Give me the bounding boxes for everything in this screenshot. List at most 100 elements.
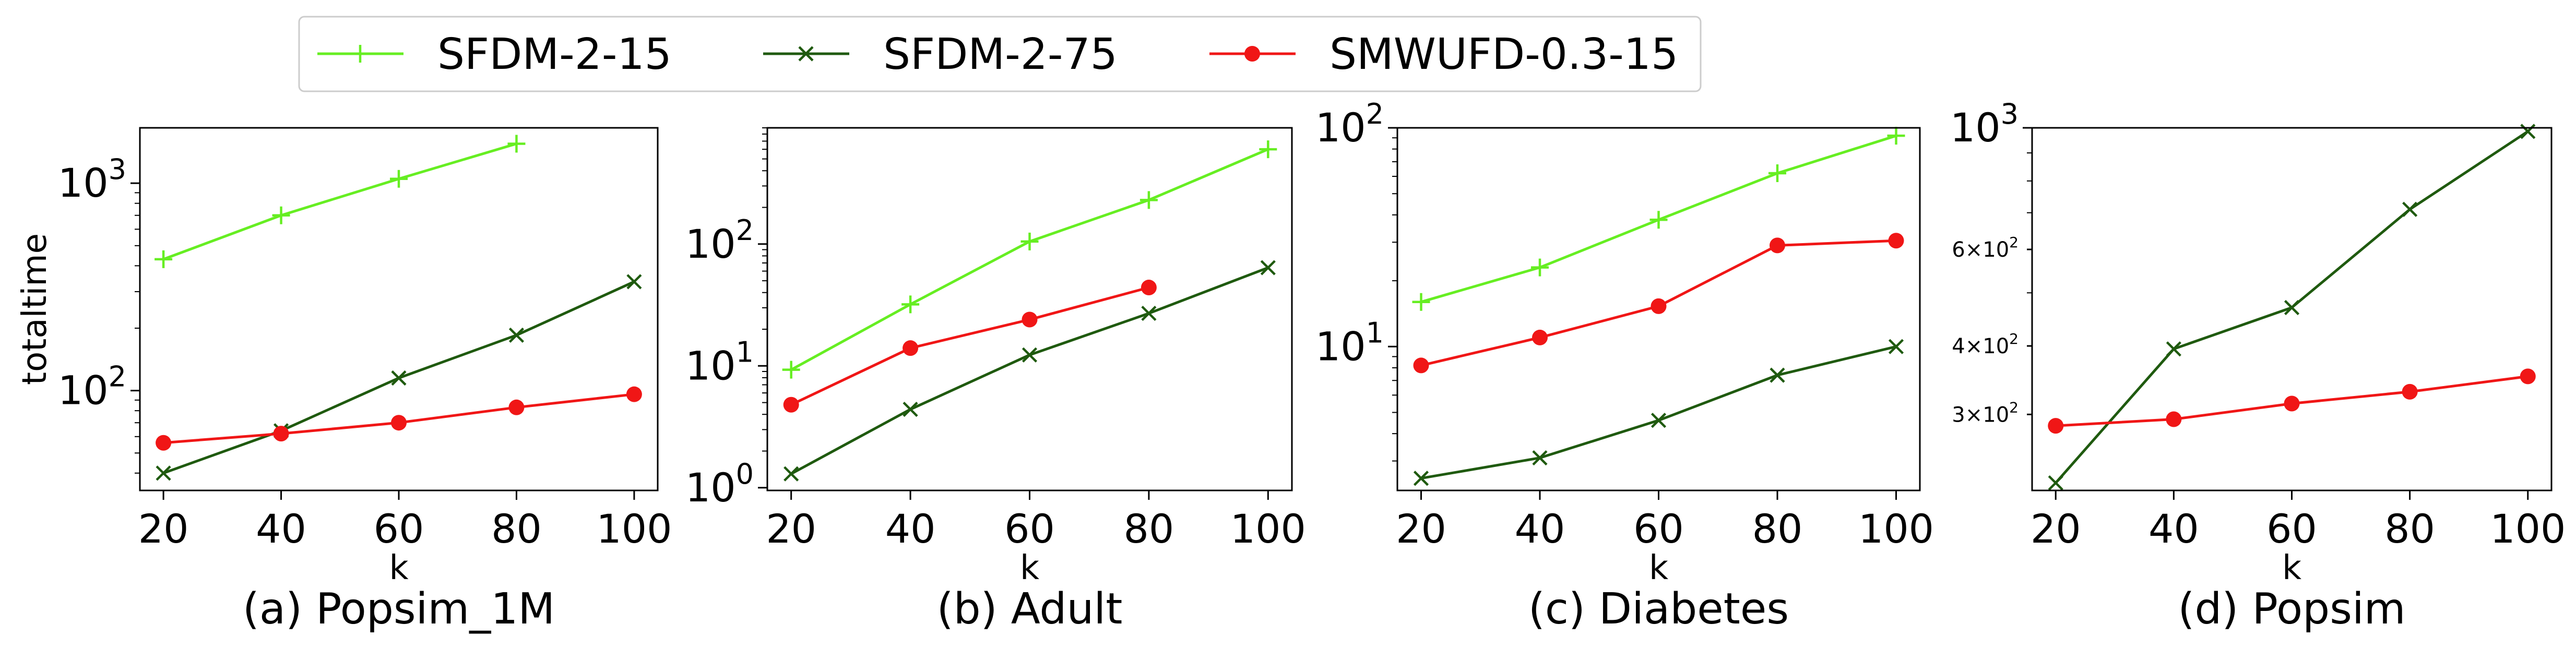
data-point: [2048, 418, 2064, 434]
data-point: [391, 370, 407, 386]
data-point: [2166, 341, 2181, 357]
legend-entry: SMWUFD-0.3-15: [1209, 30, 1678, 79]
data-point: [1022, 347, 1038, 363]
series-line: [790, 148, 1269, 371]
x-tick-label: 20: [1396, 506, 1446, 552]
panels: 102 103 20 40 60 80 100 k totaltime (a) Popsim_1M…: [16, 98, 2566, 634]
plot-frame: [2031, 127, 2553, 491]
data-point: [508, 327, 525, 343]
x-tick-label: 80: [1752, 506, 1803, 552]
plot-frame: [1396, 127, 1921, 491]
y-axis-label: totaltime: [16, 233, 54, 385]
data-point: [156, 435, 172, 451]
data-point: [1022, 311, 1038, 328]
x-tick-label: 20: [2031, 506, 2081, 552]
data-point: [1412, 293, 1430, 311]
data-point: [2402, 383, 2418, 400]
x-tick-label: 40: [1515, 506, 1565, 552]
data-point: [1651, 298, 1667, 314]
data-point: [1260, 260, 1276, 275]
y-tick-label: 4×102: [1952, 330, 2019, 358]
legend-marker: [351, 45, 369, 63]
data-point: [1141, 280, 1157, 296]
series: [1412, 127, 1905, 311]
data-point: [1259, 140, 1277, 159]
data-point: [156, 465, 171, 481]
chart-panel: 3×102 4×102 6×102 103 20 40 60 80 100 k(d) Popsim: [1950, 98, 2566, 634]
panel-caption: (c) Diabetes: [1528, 584, 1789, 634]
legend-marker: [798, 46, 814, 62]
data-point: [155, 250, 173, 268]
data-point: [2284, 299, 2300, 316]
data-point: [2520, 368, 2536, 385]
data-point: [903, 340, 919, 356]
data-point: [272, 206, 290, 224]
x-tick-label: 60: [2266, 506, 2317, 552]
x-axis-label: k: [389, 549, 408, 587]
data-point: [390, 170, 408, 188]
y-tick-label: 101: [1315, 316, 1384, 369]
data-point: [2166, 411, 2182, 427]
data-point: [2520, 124, 2536, 139]
series: [156, 386, 642, 451]
legend-label: SFDM-2-15: [437, 30, 672, 79]
x-axis-label: k: [1020, 549, 1039, 587]
x-tick-label: 80: [1124, 506, 1174, 552]
x-tick-label: 100: [596, 506, 672, 552]
plot-frame: [139, 127, 659, 491]
data-point: [1532, 450, 1548, 466]
data-point: [2284, 395, 2300, 412]
x-tick-label: 100: [1230, 506, 1306, 552]
x-tick-label: 60: [1633, 506, 1684, 552]
series: [782, 140, 1277, 379]
data-point: [1887, 127, 1905, 145]
data-point: [273, 426, 289, 442]
x-tick-label: 60: [374, 506, 424, 552]
legend: SFDM-2-15 SFDM-2-75 SMWUFD-0.3-15: [298, 16, 1702, 92]
data-point: [1020, 232, 1039, 250]
x-tick-label: 100: [2490, 506, 2566, 552]
data-point: [903, 401, 918, 417]
x-tick-label: 40: [256, 506, 306, 552]
x-tick-label: 80: [491, 506, 542, 552]
y-tick-label: 103: [58, 153, 126, 206]
series: [783, 280, 1157, 413]
x-tick-label: 100: [1858, 506, 1934, 552]
legend-entry: SFDM-2-75: [763, 30, 1118, 79]
data-point: [2048, 475, 2063, 491]
chart-panel: 102 103 20 40 60 80 100 k totaltime (a) Popsim_1M: [16, 127, 672, 634]
data-point: [626, 386, 642, 402]
chart-panel: 100 101 102 20 40 60 80 100 k(b) Adult: [685, 127, 1306, 634]
series: [2048, 368, 2536, 434]
series-line: [1421, 345, 1897, 480]
legend-label: SMWUFD-0.3-15: [1329, 30, 1678, 79]
legend-label: SFDM-2-75: [883, 30, 1118, 79]
data-point: [507, 135, 526, 153]
data-point: [2402, 201, 2418, 217]
data-point: [1531, 258, 1549, 277]
data-point: [1649, 211, 1668, 229]
y-tick-label: 101: [685, 335, 754, 389]
data-point: [1413, 471, 1429, 486]
data-point: [1770, 367, 1785, 383]
legend-box: [298, 16, 1702, 92]
panel-caption: (d) Popsim: [2178, 584, 2405, 634]
data-point: [391, 415, 407, 431]
series: [156, 274, 642, 481]
series: [1413, 339, 1904, 486]
x-tick-label: 40: [2148, 506, 2199, 552]
series-line: [163, 142, 517, 261]
data-point: [901, 295, 920, 314]
data-point: [784, 466, 799, 482]
chart-panel: 101 102 20 40 60 80 100 k(c) Diabetes: [1315, 98, 1934, 634]
data-point: [626, 274, 642, 290]
data-point: [1139, 191, 1158, 209]
legend-marker: [1244, 46, 1260, 62]
series: [784, 260, 1276, 482]
series: [2048, 124, 2536, 491]
data-point: [508, 399, 525, 415]
series: [1413, 233, 1904, 374]
plot-frame: [766, 127, 1293, 491]
data-point: [1888, 339, 1904, 354]
